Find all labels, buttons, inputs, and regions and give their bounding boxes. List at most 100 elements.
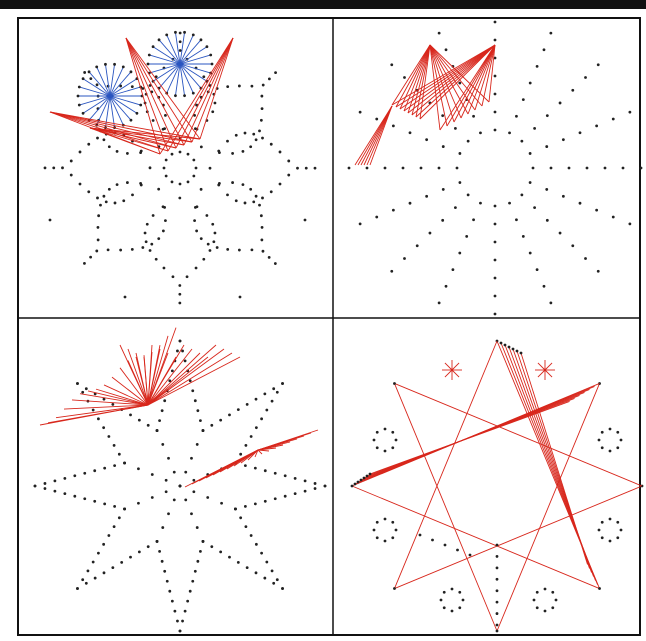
hole-dot bbox=[115, 183, 119, 187]
hole-dot bbox=[639, 166, 643, 170]
thread bbox=[125, 37, 201, 140]
hole-dot bbox=[146, 545, 150, 549]
thread bbox=[89, 127, 201, 140]
hole-dot bbox=[260, 417, 263, 421]
thread bbox=[179, 63, 211, 74]
hole-dot bbox=[493, 294, 497, 298]
hole-dot bbox=[174, 30, 177, 34]
thread bbox=[429, 44, 490, 103]
hole-dot bbox=[226, 139, 229, 143]
hole-dot bbox=[102, 194, 106, 198]
thread bbox=[119, 367, 149, 406]
hole-dot bbox=[107, 534, 111, 537]
hole-dot bbox=[437, 31, 441, 35]
hole-dot bbox=[287, 173, 291, 177]
hole-dot bbox=[466, 139, 470, 143]
hole-dot bbox=[155, 540, 159, 543]
hole-dot bbox=[375, 536, 379, 540]
hole-dot bbox=[545, 188, 549, 191]
hole-dot bbox=[260, 225, 264, 229]
thread bbox=[254, 449, 259, 458]
hole-dot bbox=[270, 399, 274, 403]
hole-dot bbox=[148, 84, 152, 87]
thread bbox=[415, 44, 496, 118]
thread bbox=[147, 348, 225, 406]
hole-dot bbox=[112, 525, 116, 529]
thread bbox=[179, 34, 194, 65]
hole-dot bbox=[274, 71, 277, 75]
hole-dot bbox=[437, 301, 441, 305]
hole-dot bbox=[53, 479, 57, 483]
hole-dot bbox=[253, 502, 257, 506]
hole-dot bbox=[528, 152, 532, 155]
hole-dot bbox=[252, 132, 256, 136]
hole-dot bbox=[129, 413, 132, 417]
hole-dot bbox=[193, 114, 196, 117]
hole-dot bbox=[76, 94, 80, 98]
hole-dot bbox=[183, 30, 186, 34]
thread bbox=[109, 95, 115, 128]
thread bbox=[147, 344, 153, 406]
thread bbox=[544, 369, 553, 378]
thread bbox=[395, 44, 431, 108]
hole-dot bbox=[375, 215, 379, 219]
hole-dot bbox=[260, 551, 263, 555]
thread bbox=[79, 86, 111, 97]
hole-dot bbox=[535, 606, 539, 610]
thread bbox=[109, 95, 132, 121]
hole-dot bbox=[391, 536, 395, 540]
thread bbox=[152, 63, 181, 82]
hole-dot bbox=[91, 560, 95, 564]
hole-dot bbox=[208, 166, 212, 170]
thread bbox=[143, 356, 149, 406]
hole-dot bbox=[84, 387, 88, 391]
hole-dot bbox=[87, 142, 91, 146]
thread bbox=[47, 404, 149, 424]
outer-frame bbox=[17, 17, 641, 636]
hole-dot bbox=[76, 382, 79, 385]
hole-dot bbox=[226, 247, 230, 251]
hole-dot bbox=[123, 507, 126, 511]
thread bbox=[147, 352, 201, 406]
hole-dot bbox=[259, 118, 263, 122]
hole-dot bbox=[113, 505, 117, 508]
hole-dot bbox=[102, 542, 106, 546]
thread bbox=[403, 44, 431, 112]
thread bbox=[82, 78, 111, 97]
thread bbox=[467, 44, 496, 115]
hole-dot bbox=[144, 240, 148, 244]
thread bbox=[179, 32, 185, 65]
hole-dot bbox=[199, 549, 202, 553]
hole-dot bbox=[535, 268, 539, 272]
hole-dot bbox=[86, 569, 90, 573]
hole-dot bbox=[215, 246, 219, 249]
hole-dot bbox=[145, 222, 149, 226]
hole-dot bbox=[493, 92, 497, 96]
thread bbox=[149, 63, 181, 74]
hole-dot bbox=[261, 83, 265, 87]
hole-dot bbox=[77, 103, 81, 107]
hole-dot bbox=[394, 438, 398, 442]
hole-dot bbox=[278, 182, 282, 186]
hole-dot bbox=[122, 199, 126, 203]
hole-dot bbox=[390, 63, 394, 67]
hole-dot bbox=[493, 110, 497, 114]
hole-dot bbox=[206, 242, 210, 246]
hole-dot bbox=[185, 275, 189, 279]
hole-dot bbox=[263, 392, 267, 396]
hole-dot bbox=[210, 545, 214, 549]
thread bbox=[407, 44, 496, 114]
hole-dot bbox=[84, 581, 88, 585]
hole-dot bbox=[383, 166, 387, 170]
hole-dot bbox=[519, 351, 523, 355]
thread bbox=[537, 362, 546, 371]
hole-dot bbox=[188, 379, 192, 383]
thread bbox=[429, 44, 469, 115]
hole-dot bbox=[95, 249, 99, 253]
hole-dot bbox=[598, 587, 601, 590]
hole-dot bbox=[220, 501, 223, 505]
hole-dot bbox=[511, 347, 515, 351]
hole-dot bbox=[520, 193, 524, 197]
hole-dot bbox=[545, 145, 549, 148]
